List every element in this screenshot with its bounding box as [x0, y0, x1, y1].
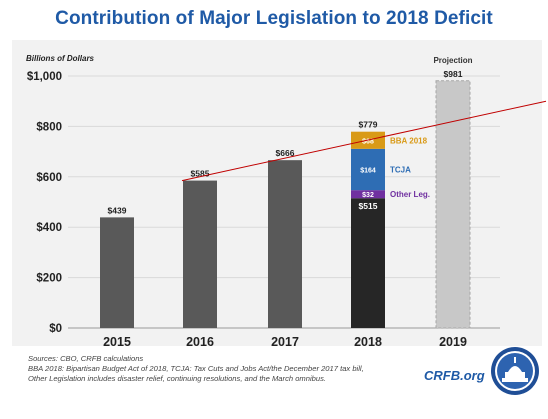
segment-legend-label: TCJA [390, 165, 411, 174]
y-tick-label: $600 [36, 172, 62, 184]
bar-value-label: $981 [444, 69, 463, 79]
bar [100, 217, 134, 328]
segment-legend-label: Other Leg. [390, 190, 430, 199]
x-tick-label: 2015 [103, 335, 131, 349]
y-tick-label: $0 [49, 323, 62, 335]
capitol-seal-icon [491, 347, 539, 395]
bar-value-label: $439 [108, 205, 127, 215]
chart-title: Contribution of Major Legislation to 201… [55, 8, 493, 29]
bar-value-label: $585 [191, 169, 210, 179]
chart-notes: Sources: CBO, CRFB calculations BBA 2018… [28, 354, 428, 385]
notes-other-legislation: Other Legislation includes disaster reli… [28, 374, 327, 384]
y-tick-label: $200 [36, 273, 62, 285]
y-axis-title: Billions of Dollars [26, 54, 95, 63]
y-tick-label: $1,000 [27, 71, 62, 83]
stack-segment [351, 190, 385, 199]
segment-value-label: $32 [362, 192, 374, 199]
y-tick-label: $800 [36, 121, 62, 133]
segment-value-label: $164 [360, 167, 376, 174]
projection-label: Projection [433, 56, 472, 65]
bar-value-label: $779 [359, 120, 378, 130]
projection-bar [435, 80, 471, 329]
bar-value-label: $666 [276, 148, 295, 158]
crfb-logo-text: CRFB.org [424, 368, 485, 383]
x-tick-label: 2018 [354, 335, 382, 349]
bar [268, 160, 302, 328]
segment-legend-label: BBA 2018 [390, 136, 428, 145]
x-tick-label: 2019 [439, 335, 467, 349]
bar [183, 180, 217, 328]
notes-definitions: BBA 2018: Bipartisan Budget Act of 2018,… [28, 364, 364, 374]
notes-sources: Sources: CBO, CRFB calculations [28, 354, 144, 363]
y-tick-label: $400 [36, 222, 62, 234]
segment-value-label: $515 [359, 201, 378, 211]
x-tick-label: 2016 [186, 335, 214, 349]
stack-segment [351, 198, 385, 328]
segment-value-label: $68 [362, 138, 374, 145]
stack-segment [351, 148, 385, 191]
trend-line [181, 100, 547, 182]
bar-chart: Billions of Dollars $0 $200 $400 $600 $800 $1,… [26, 54, 547, 349]
x-tick-label: 2017 [271, 335, 299, 349]
